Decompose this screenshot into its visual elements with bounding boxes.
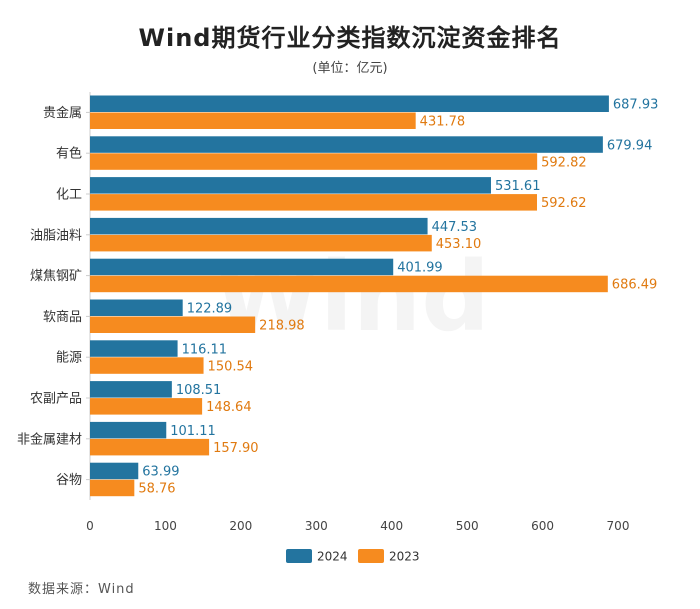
data-label-2023-9: 58.76 (138, 482, 175, 497)
x-tick-label: 0 (86, 519, 94, 533)
x-tick-label: 400 (380, 519, 403, 533)
data-label-2023-7: 148.64 (206, 400, 252, 415)
legend-label-2024: 2024 (317, 550, 348, 564)
x-tick-label: 600 (531, 519, 554, 533)
bar-2023-2 (90, 194, 538, 211)
bar-2024-9 (90, 462, 139, 480)
bar-2024-0 (90, 95, 609, 112)
bar-2023-9 (90, 479, 135, 497)
x-tick-label: 200 (229, 519, 252, 533)
x-tick-label: 100 (154, 519, 177, 533)
category-label: 谷物 (56, 473, 82, 488)
x-tick-label: 500 (456, 519, 479, 533)
data-label-2023-3: 453.10 (436, 237, 482, 252)
data-label-2024-9: 63.99 (142, 465, 179, 480)
data-label-2024-4: 401.99 (397, 261, 443, 276)
x-tick-label: 700 (607, 519, 630, 533)
data-label-2024-7: 108.51 (176, 383, 222, 398)
category-label: 非金属建材 (17, 431, 82, 447)
data-label-2023-4: 686.49 (612, 278, 658, 293)
data-label-2023-2: 592.62 (541, 196, 587, 211)
category-label: 软商品 (43, 310, 82, 325)
x-tick-label: 300 (305, 519, 328, 533)
data-label-2023-6: 150.54 (208, 359, 254, 374)
legend-swatch-2024 (286, 549, 312, 563)
data-label-2023-0: 431.78 (420, 115, 466, 130)
category-label: 煤焦钢矿 (30, 269, 82, 284)
chart-title: Wind期货行业分类指数沉淀资金排名 (138, 24, 562, 52)
bar-2023-6 (90, 357, 204, 374)
bar-2023-8 (90, 438, 210, 456)
bar-2023-0 (90, 112, 416, 129)
data-label-2024-3: 447.53 (432, 220, 478, 235)
data-label-2024-8: 101.11 (170, 424, 216, 439)
legend-label-2023: 2023 (389, 550, 420, 564)
category-label: 化工 (56, 188, 82, 203)
bar-2023-5 (90, 316, 256, 333)
data-label-2023-5: 218.98 (259, 319, 305, 334)
category-label: 油脂油料 (30, 228, 82, 243)
category-label: 能源 (56, 351, 82, 366)
bar-2024-4 (90, 258, 394, 276)
chart-subtitle: (单位：亿元) (312, 61, 388, 76)
category-label: 贵金属 (43, 105, 82, 121)
data-label-2024-0: 687.93 (613, 98, 659, 113)
bar-2023-4 (90, 275, 608, 293)
data-label-2023-8: 157.90 (213, 441, 259, 456)
bar-2023-7 (90, 398, 203, 415)
bar-2024-2 (90, 177, 491, 194)
bar-2024-1 (90, 136, 603, 153)
source-note: 数据来源：Wind (28, 582, 135, 597)
bar-2024-6 (90, 340, 178, 357)
data-label-2024-5: 122.89 (187, 302, 233, 317)
category-label: 有色 (56, 146, 82, 162)
data-label-2023-1: 592.82 (541, 155, 587, 170)
bar-2024-5 (90, 299, 183, 316)
watermark-text: Wind (214, 241, 490, 353)
data-label-2024-2: 531.61 (495, 179, 541, 194)
data-label-2024-1: 679.94 (607, 138, 653, 153)
bar-2023-1 (90, 153, 538, 170)
bar-2024-8 (90, 421, 167, 439)
data-label-2024-6: 116.11 (182, 342, 228, 357)
bar-2024-7 (90, 381, 172, 398)
bar-2023-3 (90, 234, 432, 252)
legend-swatch-2023 (358, 549, 384, 563)
category-label: 农副产品 (30, 392, 82, 407)
bar-2024-3 (90, 217, 428, 235)
